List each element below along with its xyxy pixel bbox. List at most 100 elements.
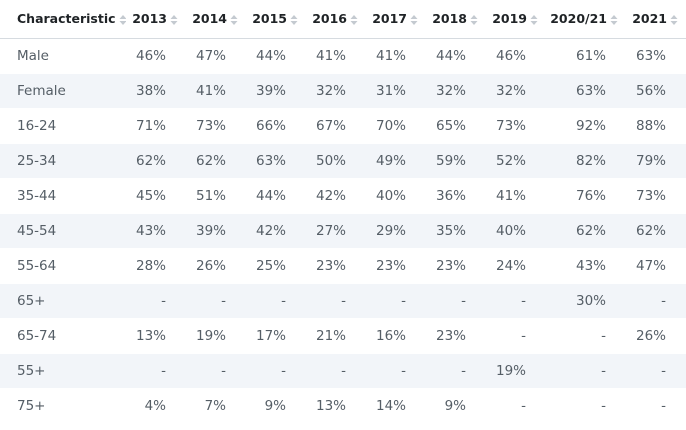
column-header-9[interactable]: 2021 [626,0,686,39]
table-cell: - [186,353,246,389]
table-cell: 73% [486,108,546,144]
table-cell: 38% [126,73,186,109]
table-cell: - [126,353,186,389]
table-cell: 66% [246,108,306,144]
column-header-3[interactable]: 2015 [246,0,306,39]
row-label: Male [0,38,126,74]
table-cell: - [246,283,306,319]
table-cell: 40% [486,213,546,249]
table-row: 25-34 62% 62% 63% 50% 49% 59% 52% 82% 79% [0,143,686,179]
column-header-1[interactable]: 2013 [126,0,186,39]
table-cell: - [366,353,426,389]
table-cell: 62% [186,143,246,179]
column-header-label: 2020/21 [550,11,607,27]
table-cell: 35% [426,213,486,249]
table-cell: 88% [626,108,686,144]
table-cell: 17% [246,318,306,354]
sort-arrows-icon[interactable] [230,14,238,26]
column-header-label: 2014 [192,11,227,27]
table-cell: - [246,353,306,389]
column-header-label: 2019 [492,11,527,27]
row-label: Female [0,73,126,109]
table-cell: 44% [426,38,486,74]
row-label: 55-64 [0,248,126,284]
table-cell: 62% [126,143,186,179]
table-cell: 27% [306,213,366,249]
column-header-4[interactable]: 2016 [306,0,366,39]
column-header-2[interactable]: 2014 [186,0,246,39]
table-cell: 19% [186,318,246,354]
table-cell: 41% [366,38,426,74]
table-row: Male 46% 47% 44% 41% 41% 44% 46% 61% 63% [0,38,686,74]
table-cell: - [486,318,546,354]
table-cell: 23% [426,318,486,354]
table-cell: 16% [366,318,426,354]
table-cell: 23% [306,248,366,284]
sort-arrows-icon[interactable] [410,14,418,26]
table-cell: 76% [546,178,626,214]
table-cell: 36% [426,178,486,214]
column-header-label: 2017 [372,11,407,27]
column-header-5[interactable]: 2017 [366,0,426,39]
table-cell: 63% [246,143,306,179]
table-cell: 32% [306,73,366,109]
row-label: 65+ [0,283,126,319]
row-label: 65-74 [0,318,126,354]
table-cell: - [661,397,666,414]
table-row: 75+ 4% 7% 9% 13% 14% 9% - - - [0,388,686,423]
table-cell: - [546,353,626,389]
table-cell: 9% [264,397,286,414]
sort-arrows-icon[interactable] [610,14,618,26]
table-cell: 62% [626,213,686,249]
table-cell: 82% [546,143,626,179]
table-cell: 43% [126,213,186,249]
table-cell: 92% [546,108,626,144]
table-cell: 13% [126,318,186,354]
row-label: 25-34 [0,143,126,179]
table-header-row: Characteristic 2013 2014 2015 2016 2017 2018 20… [0,0,686,39]
column-header-6[interactable]: 2018 [426,0,486,39]
table-cell: - [521,397,526,414]
table-cell: 44% [246,178,306,214]
column-header-label: 2021 [632,11,667,27]
sort-arrows-icon[interactable] [470,14,478,26]
row-label: 16-24 [0,108,126,144]
table-cell: 39% [246,73,306,109]
table-cell: 41% [306,38,366,74]
table-cell: 71% [126,108,186,144]
column-header-label: 2015 [252,11,287,27]
table-cell: 13% [315,397,346,414]
sort-arrows-icon[interactable] [119,14,126,26]
table-row: 35-44 45% 51% 44% 42% 40% 36% 41% 76% 73% [0,178,686,214]
table-cell: 23% [426,248,486,284]
sort-arrows-icon[interactable] [670,14,678,26]
column-header-7[interactable]: 2019 [486,0,546,39]
table-cell: 45% [126,178,186,214]
table-cell: 4% [144,397,166,414]
row-label: 45-54 [0,213,126,249]
table-cell: - [366,283,426,319]
table-cell: 32% [426,73,486,109]
table-cell: 7% [204,397,226,414]
table-cell: - [306,283,366,319]
column-header-0[interactable]: Characteristic [0,0,126,39]
table-cell: 46% [486,38,546,74]
table-cell: - [426,283,486,319]
sort-arrows-icon[interactable] [170,14,178,26]
table-row: 55+ - - - - - -19% - - [0,353,686,389]
table-cell: 73% [186,108,246,144]
table-cell: 43% [546,248,626,284]
table-cell: - [126,283,186,319]
table-cell: 19% [486,353,546,389]
table-cell: 63% [626,38,686,74]
sort-arrows-icon[interactable] [290,14,298,26]
column-header-8[interactable]: 2020/21 [546,0,626,39]
table-cell: 40% [366,178,426,214]
sort-arrows-icon[interactable] [530,14,538,26]
table-cell: 61% [546,38,626,74]
sort-arrows-icon[interactable] [350,14,358,26]
table-cell: 62% [546,213,626,249]
table-cell: 51% [186,178,246,214]
table-cell: - [486,283,546,319]
table-cell: 25% [246,248,306,284]
